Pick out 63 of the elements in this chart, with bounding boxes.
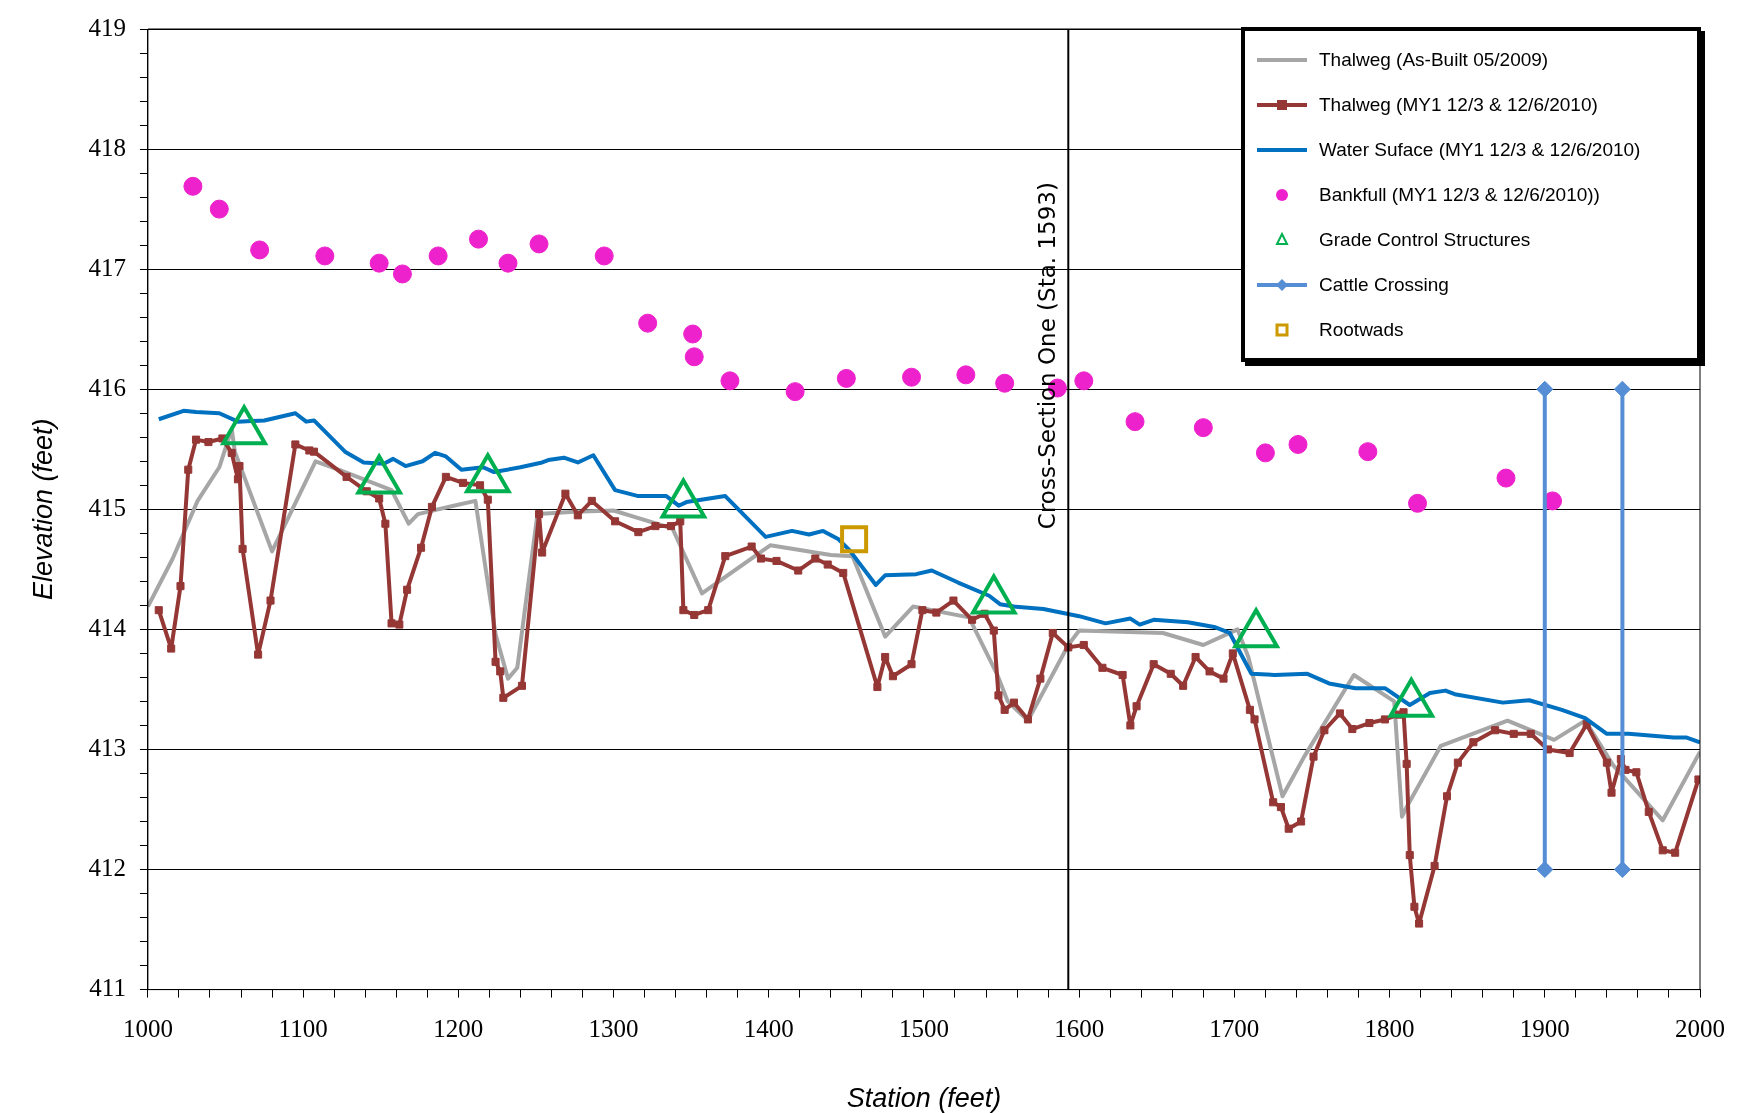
x-tick-label: 1200 (433, 1015, 484, 1043)
x-axis-title: Station (feet) (846, 1083, 1002, 1113)
point (1358, 442, 1378, 462)
y-tick-label: 416 (88, 373, 126, 401)
point (902, 367, 922, 387)
point (1536, 380, 1554, 398)
point (1255, 443, 1275, 463)
point (315, 246, 335, 266)
legend-label: Thalweg (As-Built 05/2009) (1319, 48, 1549, 71)
point (1496, 468, 1516, 488)
point (392, 264, 412, 284)
y-tick-label: 411 (89, 974, 126, 1002)
y-tick-label: 413 (88, 734, 126, 762)
legend-label: Cattle Crossing (1319, 273, 1449, 296)
point (469, 229, 488, 249)
x-tick-label: 1100 (278, 1015, 328, 1043)
point (428, 246, 448, 266)
point (250, 240, 270, 260)
y-axis-title: Elevation (feet) (27, 418, 58, 601)
legend-label: Bankfull (MY1 12/3 & 12/6/2010)) (1319, 183, 1600, 206)
legend-label: Water Suface (MY1 12/3 & 12/6/2010) (1319, 138, 1641, 161)
point (995, 373, 1015, 393)
point (594, 246, 614, 266)
y-tick-label: 415 (88, 493, 126, 521)
point (785, 382, 805, 402)
point (1613, 380, 1631, 398)
point (1613, 861, 1631, 879)
x-tick-label: 1500 (898, 1015, 949, 1043)
x-tick-label: 1600 (1054, 1015, 1105, 1043)
x-tick-label: 1700 (1209, 1015, 1260, 1043)
x-tick-label: 1900 (1519, 1015, 1570, 1043)
y-tick-label: 418 (88, 133, 126, 161)
y-tick-label: 419 (88, 13, 126, 41)
point (369, 253, 389, 273)
point (209, 199, 229, 219)
point (1536, 861, 1554, 879)
point (498, 253, 518, 273)
point (956, 365, 976, 385)
legend-label: Rootwads (1319, 318, 1404, 341)
point (1408, 493, 1428, 513)
point (529, 234, 549, 254)
point (840, 525, 869, 554)
x-tick-label: 1800 (1364, 1015, 1415, 1043)
point (1288, 434, 1308, 454)
point (684, 347, 704, 367)
x-tick-label: 2000 (1675, 1015, 1725, 1043)
x-tick-label: 1400 (743, 1015, 794, 1043)
point (836, 368, 856, 388)
legend-label: Grade Control Structures (1319, 228, 1531, 251)
x-tick-label: 1300 (588, 1015, 639, 1043)
point (720, 371, 740, 391)
y-tick-label: 412 (88, 854, 126, 882)
point (183, 176, 203, 196)
point (1125, 412, 1145, 432)
ref-line-label: Cross-Section One (Sta. 1593) (1033, 182, 1060, 530)
y-tick-label: 417 (88, 253, 126, 281)
point (683, 324, 703, 344)
x-tick-label: 1000 (122, 1015, 173, 1043)
point (1074, 371, 1094, 391)
point (638, 313, 658, 333)
y-tick-label: 414 (88, 613, 127, 641)
legend-label: Thalweg (MY1 12/3 & 12/6/2010) (1319, 93, 1598, 116)
point (1193, 418, 1213, 438)
